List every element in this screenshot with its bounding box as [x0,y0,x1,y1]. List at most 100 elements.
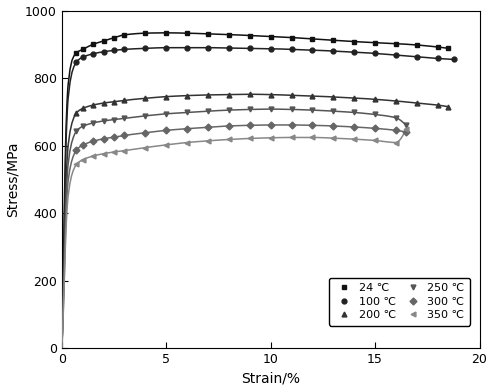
24 ℃ [163,30,169,35]
250 ℃ [330,109,336,113]
24 ℃ [268,34,274,39]
350 ℃ [330,136,336,140]
100 ℃ [351,50,357,54]
250 ℃ [184,110,190,115]
24 ℃ [122,32,128,37]
350 ℃ [226,137,232,142]
300 ℃ [393,128,399,133]
300 ℃ [80,143,86,147]
Line: 350 ℃: 350 ℃ [74,127,409,167]
300 ℃ [372,126,378,131]
200 ℃ [351,96,357,100]
Line: 24 ℃: 24 ℃ [74,30,451,55]
100 ℃ [226,46,232,50]
Y-axis label: Stress/MPa: Stress/MPa [5,142,20,217]
100 ℃ [73,59,79,64]
200 ℃ [268,92,274,97]
250 ℃ [163,111,169,116]
250 ℃ [111,117,117,122]
300 ℃ [288,123,294,127]
200 ℃ [101,100,106,105]
250 ℃ [351,110,357,115]
100 ℃ [372,51,378,56]
100 ℃ [414,54,420,59]
250 ℃ [393,115,399,120]
200 ℃ [247,92,253,97]
300 ℃ [310,123,316,127]
100 ℃ [330,49,336,54]
24 ℃ [414,43,420,47]
24 ℃ [80,47,86,52]
200 ℃ [90,103,96,108]
350 ℃ [111,150,117,154]
250 ℃ [80,124,86,129]
300 ℃ [101,136,106,141]
350 ℃ [163,143,169,147]
100 ℃ [288,47,294,52]
250 ℃ [403,123,409,127]
100 ℃ [90,51,96,56]
300 ℃ [90,139,96,143]
350 ℃ [403,127,409,132]
24 ℃ [111,35,117,40]
200 ℃ [73,111,79,115]
300 ℃ [111,135,117,140]
350 ℃ [73,162,79,167]
24 ℃ [90,42,96,47]
350 ℃ [288,135,294,140]
350 ℃ [184,140,190,145]
300 ℃ [330,124,336,128]
100 ℃ [184,45,190,50]
24 ℃ [288,35,294,40]
250 ℃ [142,113,148,118]
250 ℃ [268,107,274,111]
300 ℃ [163,128,169,133]
24 ℃ [184,31,190,36]
24 ℃ [393,41,399,46]
Legend: 24 ℃, 100 ℃, 200 ℃, 250 ℃, 300 ℃, 350 ℃: 24 ℃, 100 ℃, 200 ℃, 250 ℃, 300 ℃, 350 ℃ [329,278,470,326]
350 ℃ [351,137,357,142]
350 ℃ [142,145,148,150]
X-axis label: Strain/%: Strain/% [241,371,300,386]
100 ℃ [393,53,399,57]
300 ℃ [73,147,79,152]
350 ℃ [393,140,399,145]
300 ℃ [403,130,409,135]
200 ℃ [372,97,378,102]
300 ℃ [184,126,190,131]
350 ℃ [268,135,274,140]
24 ℃ [73,50,79,55]
100 ℃ [452,57,458,62]
200 ℃ [184,93,190,98]
300 ℃ [247,123,253,127]
350 ℃ [310,135,316,140]
200 ℃ [330,95,336,99]
300 ℃ [122,133,128,138]
24 ℃ [310,36,316,41]
100 ℃ [247,46,253,51]
300 ℃ [351,125,357,129]
100 ℃ [122,47,128,52]
200 ℃ [445,104,451,109]
24 ℃ [435,45,441,49]
200 ℃ [414,100,420,105]
250 ℃ [372,112,378,117]
200 ℃ [288,93,294,98]
350 ℃ [122,148,128,153]
24 ℃ [101,39,106,43]
350 ℃ [80,157,86,162]
300 ℃ [142,130,148,135]
250 ℃ [73,129,79,133]
24 ℃ [351,39,357,44]
100 ℃ [163,45,169,50]
300 ℃ [268,123,274,127]
24 ℃ [445,46,451,51]
350 ℃ [205,138,211,143]
200 ℃ [163,94,169,99]
350 ℃ [372,138,378,143]
200 ℃ [205,93,211,97]
250 ℃ [122,116,128,120]
24 ℃ [205,32,211,36]
100 ℃ [111,48,117,53]
200 ℃ [122,98,128,103]
